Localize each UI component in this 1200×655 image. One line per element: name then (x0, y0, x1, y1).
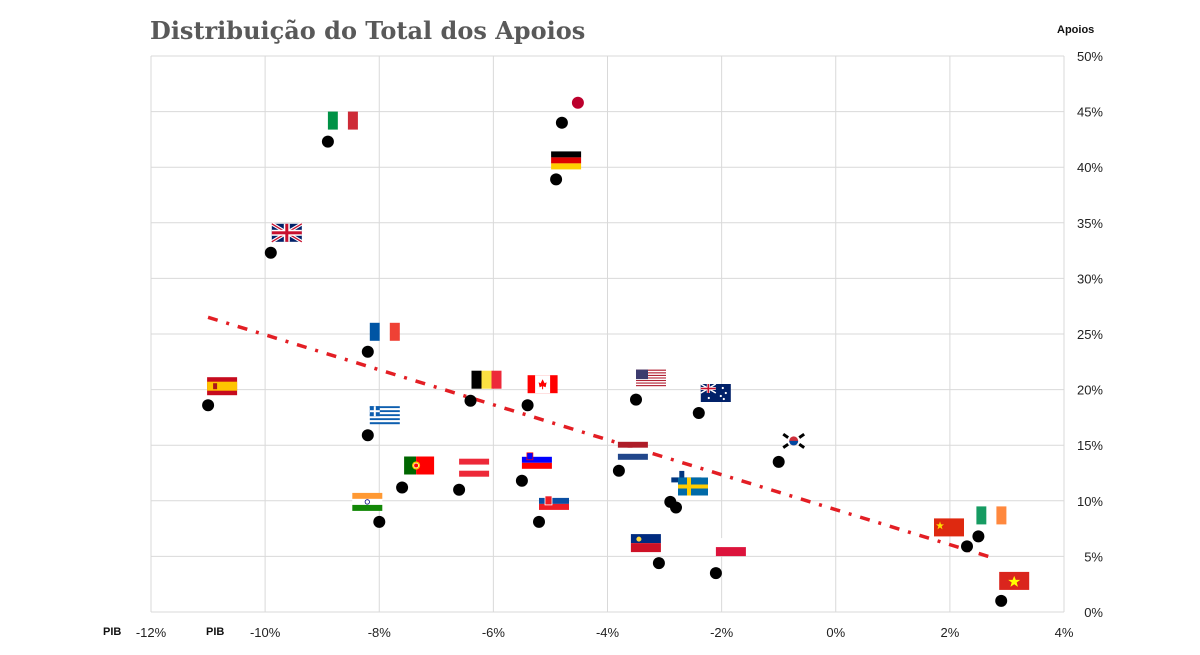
usa-flag-icon (636, 369, 666, 388)
y-tick-label: 0% (1084, 605, 1103, 620)
x-tick-label: -2% (710, 625, 734, 640)
data-point-netherlands (612, 464, 625, 477)
spain-flag-icon (207, 377, 238, 396)
x-tick-label: -8% (368, 625, 392, 640)
italy-flag-icon (327, 111, 358, 130)
slovakia-flag-icon (539, 491, 569, 510)
x-tick-label: -12% (136, 625, 167, 640)
canada-flag-icon (527, 375, 558, 394)
y-tick-label: 20% (1077, 383, 1103, 398)
vietnam-flag-icon (999, 571, 1030, 590)
sweden-flag-icon (678, 477, 708, 496)
data-point-sweden (670, 501, 682, 514)
australia-flag-icon (700, 383, 731, 402)
data-point-germany (550, 173, 563, 186)
data-point-australia (692, 407, 705, 419)
germany-flag-icon (551, 151, 582, 170)
x-tick-label: 2% (940, 625, 959, 640)
y-tick-label: 35% (1077, 216, 1103, 231)
trendline (207, 315, 997, 561)
netherlands-flag-icon (617, 441, 648, 460)
data-point-italy (321, 135, 334, 148)
data-point-spain (202, 399, 215, 412)
data-point-belgium (464, 394, 477, 407)
data-point-south-korea (772, 455, 785, 468)
data-point-japan (555, 116, 568, 129)
data-point-usa (630, 393, 642, 406)
data-point-ireland (972, 530, 985, 543)
belgium-flag-icon (471, 370, 502, 389)
data-point-poland (709, 567, 722, 580)
x-tick-label: 0% (826, 625, 845, 640)
trendline-path (207, 315, 997, 561)
y-tick-label: 25% (1077, 327, 1103, 342)
y-tick-label: 30% (1077, 271, 1103, 286)
data-point-india (373, 515, 386, 528)
y-tick-label: 5% (1084, 549, 1103, 564)
data-point-liechtenstein (652, 557, 665, 570)
y-tick-label: 50% (1077, 49, 1103, 64)
tick-labels: -12% -10% -8% -6% -4% -2% 0% 2% 4% 0% 5% 10% 15% 20% 2… (136, 49, 1104, 640)
data-point-china (961, 540, 973, 553)
data-point-greece (361, 429, 374, 442)
france-flag-icon (369, 322, 400, 341)
y-tick-label: 40% (1077, 160, 1103, 175)
data-point-canada (521, 399, 534, 412)
data-point-austria (453, 483, 466, 496)
x-axis-label-inner: PIB (206, 626, 224, 638)
x-tick-label: -4% (596, 625, 620, 640)
chart-title: Distribuição do Total dos Apoios (150, 16, 585, 45)
greece-flag-icon (369, 406, 400, 425)
india-flag-icon (352, 492, 383, 511)
data-point-slovenia (515, 474, 528, 487)
x-tick-label: -10% (250, 625, 281, 640)
x-axis-label-left: PIB (103, 626, 121, 638)
uk-flag-icon (270, 222, 303, 244)
poland-flag-icon (715, 538, 746, 557)
data-point-slovakia (533, 515, 545, 528)
south-korea-flag-icon (782, 432, 806, 449)
china-flag-icon (934, 518, 964, 537)
liechtenstein-flag-icon (630, 534, 661, 553)
gridlines (150, 55, 1065, 613)
ireland-flag-icon (976, 506, 1007, 525)
x-tick-label: -6% (482, 625, 506, 640)
y-tick-label: 15% (1077, 438, 1103, 453)
y-tick-label: 45% (1077, 105, 1103, 120)
slovenia-flag-icon (521, 450, 552, 469)
japan-flag-icon (571, 96, 584, 109)
y-tick-label: 10% (1077, 494, 1103, 509)
y-axis-label: Apoios (1057, 24, 1094, 36)
data-point-vietnam (995, 594, 1008, 607)
data-points (202, 96, 1030, 607)
data-point-uk (264, 246, 277, 259)
x-tick-label: 4% (1055, 625, 1074, 640)
data-point-portugal (396, 481, 409, 494)
data-point-france (361, 345, 374, 358)
portugal-flag-icon (404, 456, 435, 475)
austria-flag-icon (459, 458, 490, 477)
